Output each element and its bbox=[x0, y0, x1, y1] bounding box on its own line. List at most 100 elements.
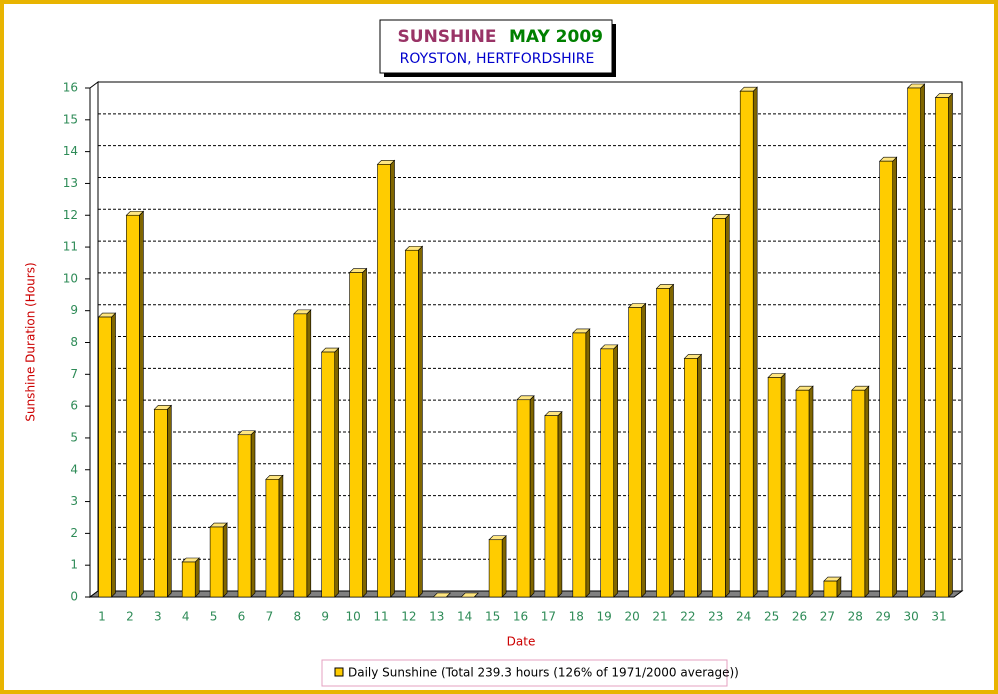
bar-side bbox=[194, 557, 200, 598]
bar-front bbox=[516, 399, 531, 598]
bar bbox=[934, 92, 954, 598]
bar bbox=[181, 557, 200, 598]
bar bbox=[265, 474, 284, 598]
bar bbox=[320, 347, 340, 598]
bar bbox=[488, 535, 507, 598]
bar bbox=[153, 404, 173, 598]
bar-front bbox=[349, 272, 363, 598]
x-tick-label: 20 bbox=[624, 610, 639, 624]
x-tick-label: 26 bbox=[792, 610, 807, 624]
bar bbox=[767, 372, 786, 598]
x-tick-label: 4 bbox=[182, 610, 190, 624]
x-tick-label: 25 bbox=[764, 610, 779, 624]
bar bbox=[348, 267, 368, 598]
chart-title: SUNSHINE bbox=[398, 27, 497, 47]
bar-top bbox=[432, 592, 452, 598]
bar bbox=[237, 430, 256, 598]
x-tick-label: 27 bbox=[820, 610, 835, 624]
bar-front bbox=[405, 249, 419, 598]
y-tick-label: 3 bbox=[70, 494, 78, 508]
y-tick-label: 6 bbox=[70, 399, 78, 413]
bar-side bbox=[390, 159, 395, 598]
x-tick-label: 18 bbox=[569, 610, 584, 624]
bar-side bbox=[585, 328, 591, 598]
bar-front bbox=[879, 160, 894, 598]
x-axis-title: Date bbox=[507, 635, 536, 649]
bar-side bbox=[222, 522, 228, 598]
bar bbox=[404, 245, 424, 598]
bar-side bbox=[306, 309, 312, 598]
bar bbox=[683, 353, 703, 598]
x-tick-label: 11 bbox=[373, 610, 388, 624]
bar-side bbox=[418, 245, 423, 598]
bar bbox=[97, 312, 117, 598]
y-tick-label: 8 bbox=[70, 335, 78, 349]
bar-side bbox=[752, 86, 758, 598]
bar bbox=[878, 156, 898, 598]
bar-side bbox=[724, 213, 730, 598]
bar bbox=[599, 344, 619, 598]
bar-side bbox=[139, 210, 144, 598]
x-tick-label: 24 bbox=[736, 610, 751, 624]
bar bbox=[739, 86, 758, 598]
bar-side bbox=[808, 385, 814, 598]
bar bbox=[851, 385, 870, 598]
bar-front bbox=[628, 307, 642, 598]
bar bbox=[376, 159, 396, 598]
chart-period: MAY 2009 bbox=[509, 27, 603, 47]
bar-front bbox=[544, 415, 559, 598]
bar bbox=[572, 328, 591, 598]
bar-front bbox=[739, 90, 754, 598]
x-tick-label: 22 bbox=[680, 610, 695, 624]
y-tick-label: 9 bbox=[70, 303, 78, 317]
bar-side bbox=[920, 83, 925, 598]
bar-front bbox=[684, 358, 698, 598]
x-tick-label: 9 bbox=[321, 610, 329, 624]
y-tick-label: 4 bbox=[70, 462, 78, 476]
bar bbox=[795, 385, 814, 598]
y-tick-label: 11 bbox=[63, 240, 78, 254]
bar bbox=[906, 83, 926, 598]
bar-front bbox=[488, 539, 503, 598]
y-tick-label: 0 bbox=[70, 590, 78, 604]
bar-front bbox=[321, 351, 336, 598]
x-tick-label: 16 bbox=[513, 610, 528, 624]
bar bbox=[516, 395, 535, 598]
bar-side bbox=[501, 535, 507, 598]
bar-front bbox=[181, 561, 196, 598]
bar bbox=[432, 592, 452, 598]
x-tick-label: 7 bbox=[266, 610, 274, 624]
bar-front bbox=[656, 288, 670, 598]
bar-front bbox=[907, 87, 921, 598]
bar-front bbox=[795, 389, 810, 598]
bar-front bbox=[237, 434, 252, 598]
x-tick-label: 19 bbox=[597, 610, 612, 624]
y-tick-label: 12 bbox=[63, 208, 78, 222]
bar-side bbox=[780, 372, 786, 598]
bar bbox=[823, 576, 842, 598]
y-tick-label: 15 bbox=[63, 112, 78, 126]
y-tick-label: 5 bbox=[70, 430, 78, 444]
bar-side bbox=[278, 474, 284, 598]
x-tick-label: 12 bbox=[401, 610, 416, 624]
x-tick-label: 1 bbox=[98, 610, 106, 624]
y-tick-label: 14 bbox=[63, 144, 78, 158]
x-tick-label: 13 bbox=[429, 610, 444, 624]
y-tick-label: 7 bbox=[70, 367, 78, 381]
bar bbox=[544, 410, 563, 598]
bar-side bbox=[250, 430, 256, 598]
bar-side bbox=[362, 267, 367, 598]
bar-front bbox=[209, 526, 224, 598]
legend-swatch bbox=[334, 667, 344, 677]
y-tick-label: 13 bbox=[63, 176, 78, 190]
x-tick-label: 21 bbox=[652, 610, 667, 624]
x-tick-label: 2 bbox=[126, 610, 134, 624]
bar-front bbox=[154, 409, 168, 598]
bar bbox=[293, 309, 312, 598]
bar-front bbox=[767, 377, 782, 598]
bar-front bbox=[823, 580, 838, 598]
x-tick-label: 29 bbox=[876, 610, 891, 624]
y-tick-label: 2 bbox=[70, 526, 78, 540]
side-wall bbox=[89, 81, 99, 598]
